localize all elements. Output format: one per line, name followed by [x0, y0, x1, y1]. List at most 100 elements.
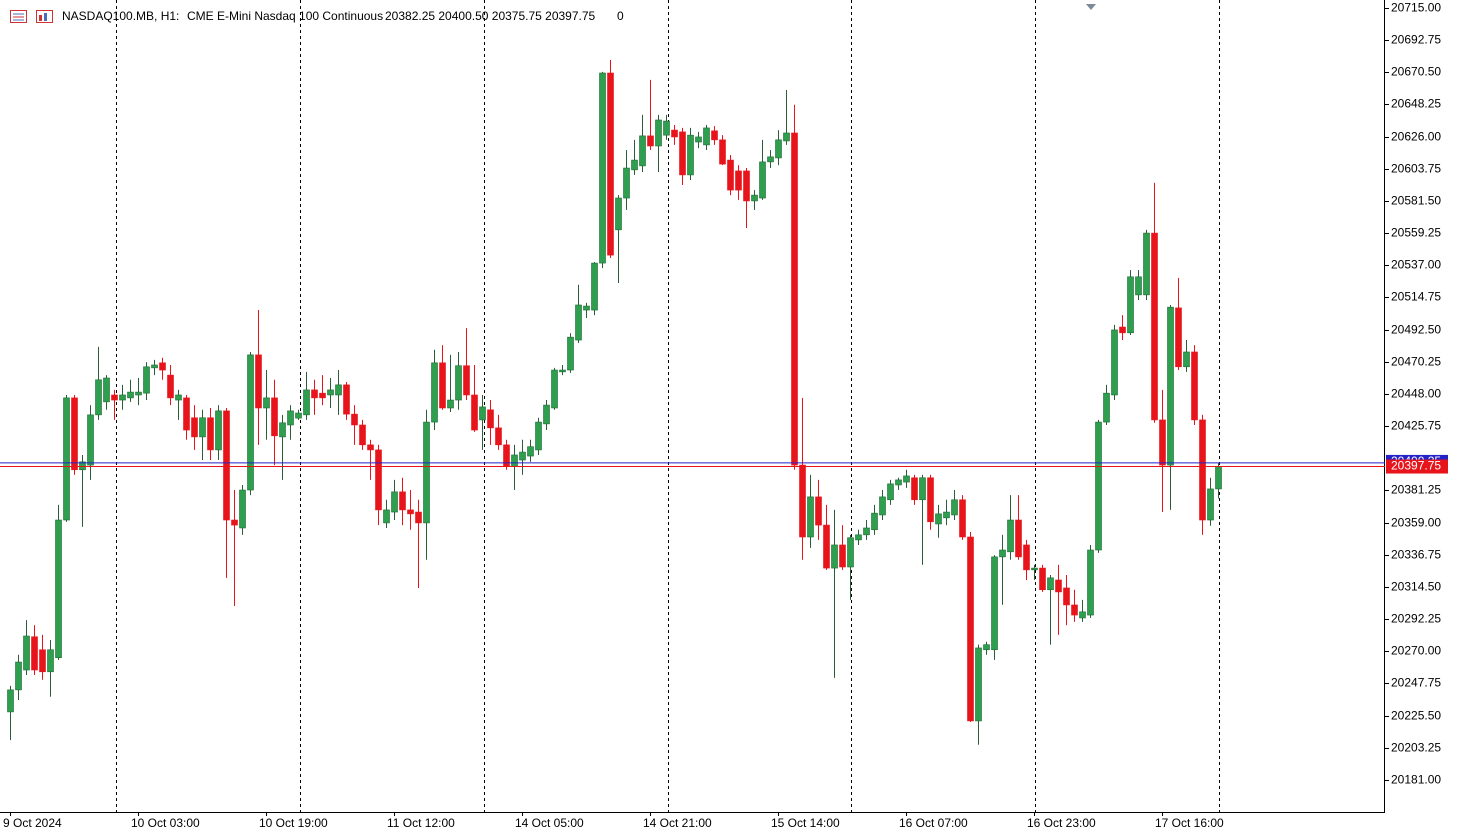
candle-body	[1143, 232, 1150, 296]
x-tick-label: 10 Oct 03:00	[131, 816, 200, 830]
candle-body	[407, 509, 414, 515]
candle-body	[1167, 306, 1174, 466]
candle-body	[1031, 567, 1038, 571]
y-tick-label: 20336.75	[1391, 548, 1441, 562]
candle-body	[391, 491, 398, 513]
icon	[39, 15, 42, 21]
candle-body	[319, 392, 326, 399]
candle-body	[263, 397, 270, 409]
candle-body	[255, 354, 262, 409]
y-tick-label: 20225.50	[1391, 709, 1441, 723]
candle-body	[647, 135, 654, 147]
candle-body	[79, 461, 86, 471]
candle-body	[431, 362, 438, 423]
candle-body	[15, 661, 22, 691]
candle-body	[367, 444, 374, 451]
candle-body	[663, 120, 670, 136]
candle-body	[815, 496, 822, 526]
candle-body	[423, 421, 430, 524]
candle-body	[607, 72, 614, 256]
candle-body	[623, 167, 630, 199]
candle-body	[135, 391, 142, 396]
y-tick-label: 20448.00	[1391, 387, 1441, 401]
y-tick-label: 20492.50	[1391, 323, 1441, 337]
y-tick-label: 20670.50	[1391, 65, 1441, 79]
candle-body	[543, 404, 550, 425]
candle-body	[359, 424, 366, 446]
candle-body	[1175, 307, 1182, 368]
candle-body	[799, 464, 806, 538]
candle-body	[7, 689, 14, 713]
candle-body	[487, 409, 494, 429]
description: CME E-Mini Nasdaq 100 Continuous	[187, 9, 383, 23]
x-tick-label: 17 Oct 16:00	[1155, 816, 1224, 830]
candle-body	[527, 446, 534, 457]
candle-body	[943, 511, 950, 519]
candle-body	[1215, 466, 1222, 490]
candle-body	[31, 636, 38, 671]
x-tick-label: 14 Oct 21:00	[643, 816, 712, 830]
y-tick-label: 20425.75	[1391, 419, 1441, 433]
candle-body	[199, 417, 206, 438]
candle-body	[575, 304, 582, 341]
candle-body	[239, 489, 246, 529]
candle-body	[175, 394, 182, 401]
candle-body	[271, 397, 278, 437]
candle-body	[879, 496, 886, 516]
candle-body	[703, 127, 710, 146]
candle-body	[47, 649, 54, 673]
candle-body	[807, 496, 814, 538]
candle-body	[23, 635, 30, 671]
y-tick-label: 20181.00	[1391, 773, 1441, 787]
symbol: NASDAQ100.MB, H1:	[62, 9, 179, 23]
candle-body	[1199, 419, 1206, 521]
candle-body	[143, 366, 150, 394]
y-tick-label: 20581.50	[1391, 194, 1441, 208]
candle-body	[895, 479, 902, 486]
candle-body	[119, 394, 126, 401]
bid-label-bg	[1386, 459, 1448, 474]
candle-body	[743, 170, 750, 202]
candle-body	[735, 170, 742, 191]
candle-body	[1111, 329, 1118, 396]
y-tick-label: 20203.25	[1391, 741, 1441, 755]
candle-body	[111, 394, 118, 401]
candle-body	[455, 365, 462, 401]
candle-body	[847, 537, 854, 568]
candle-body	[351, 413, 358, 426]
candle-body	[551, 369, 558, 409]
candle-body	[1063, 587, 1070, 606]
y-tick-label: 20603.75	[1391, 162, 1441, 176]
candle-body	[991, 556, 998, 651]
candle-body	[951, 499, 958, 516]
candle-body	[95, 379, 102, 416]
y-tick-label: 20314.50	[1391, 580, 1441, 594]
candle-body	[919, 477, 926, 501]
candle-body	[87, 414, 94, 466]
candle-body	[1103, 392, 1110, 423]
candle-body	[903, 475, 910, 483]
candle-body	[1095, 421, 1102, 551]
candle-body	[935, 513, 942, 525]
candle-body	[511, 454, 518, 467]
candle-body	[343, 384, 350, 415]
candle-body	[767, 156, 774, 163]
candle-body	[975, 647, 982, 722]
candle-body	[183, 397, 190, 431]
candle-body	[1079, 611, 1086, 619]
candle-body	[639, 135, 646, 167]
y-tick-label: 20359.00	[1391, 516, 1441, 530]
candle-body	[679, 131, 686, 176]
candle-body	[711, 130, 718, 141]
candle-body	[63, 397, 70, 521]
candle-body	[599, 72, 606, 264]
candle-body	[439, 362, 446, 409]
candle-body	[535, 421, 542, 451]
y-tick-label: 20247.75	[1391, 676, 1441, 690]
y-tick-label: 20292.25	[1391, 612, 1441, 626]
candle-body	[383, 509, 390, 524]
candle-body	[471, 394, 478, 431]
candle-body	[871, 512, 878, 531]
candle-body	[823, 524, 830, 569]
